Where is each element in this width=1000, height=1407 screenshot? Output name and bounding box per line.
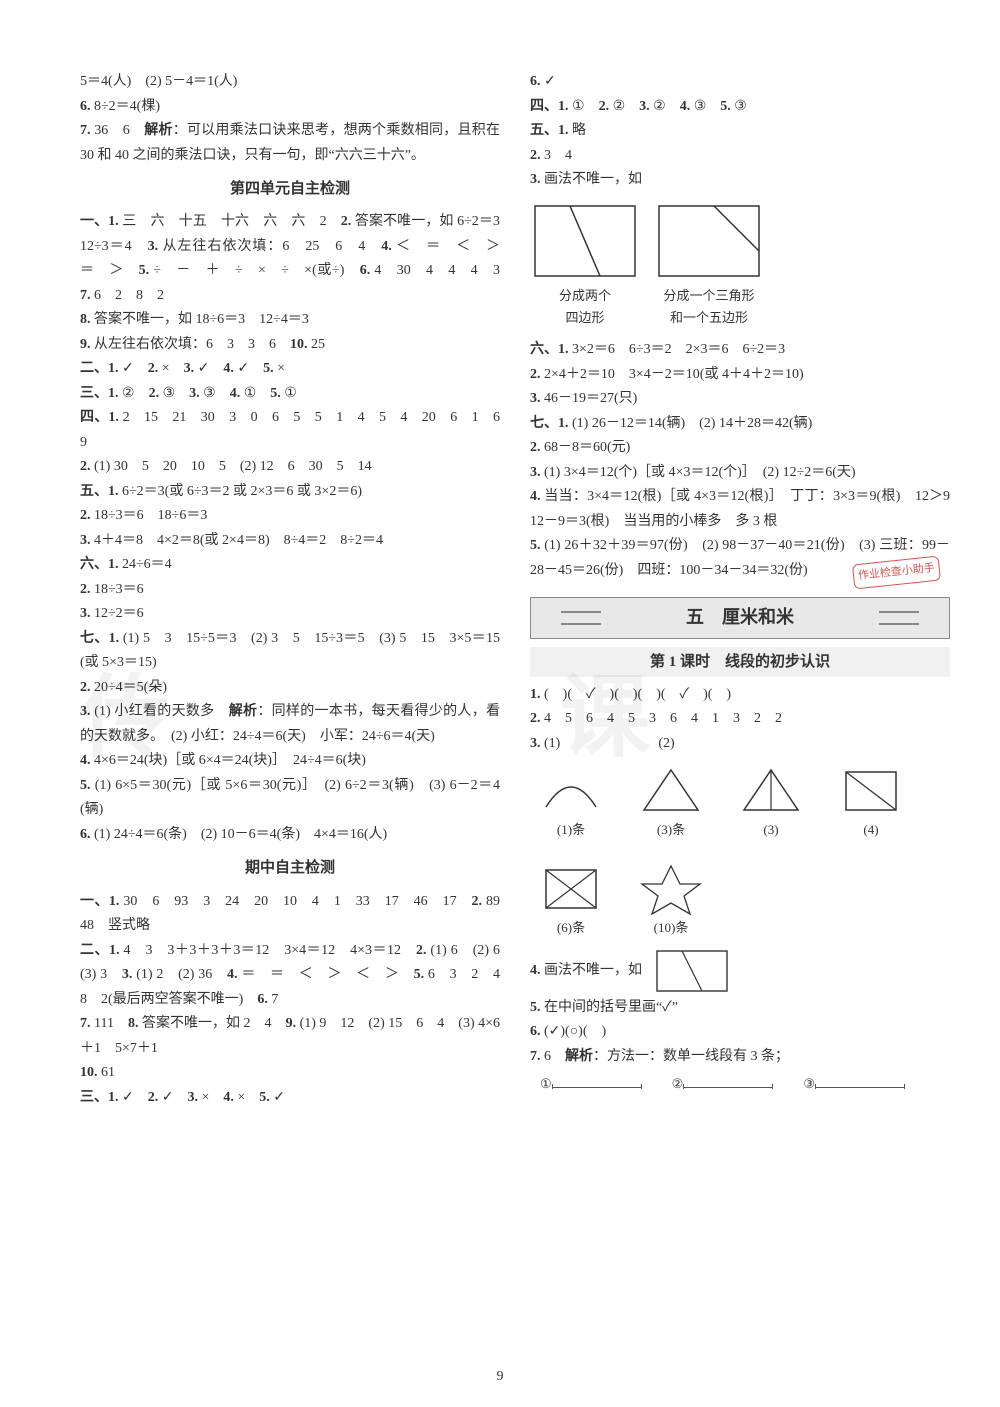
lesson1-lines: 1. ( )( ✓ )( )( )( ✓ )( )2. 4 5 6 4 5 3 … (530, 683, 950, 757)
heading-midterm: 期中自主检测 (80, 855, 500, 881)
left-column: 5＝4(人) (2) 5－4＝1(人)6. 8÷2＝4(棵)7. 36 6 解析… (80, 70, 500, 1350)
text-line: 9. 从左往右依次填：6 3 3 6 10. 25 (80, 333, 500, 358)
shape-star: (10)条 (636, 860, 706, 940)
text-line: 2. 20÷4＝5(朵) (80, 676, 500, 701)
seg-2: ② (672, 1073, 774, 1096)
text-line: 6. (1) 24÷4＝6(条) (2) 10－6＝4(条) 4×4＝16(人) (80, 823, 500, 848)
left-unit4: 一、1. 三 六 十五 十六 六 六 2 2. 答案不唯一，如 6÷2＝3 12… (80, 210, 500, 847)
shape-4: (4) (836, 762, 906, 842)
text-line: 6. ✓ (530, 70, 950, 95)
text-line: 10. 61 (80, 1061, 500, 1086)
text-line: 3. 46－19＝27(只) (530, 387, 950, 412)
text-line: 七、1. (1) 26－12＝14(辆) (2) 14＋28＝42(辆) (530, 412, 950, 437)
fig-two-quads: 分成两个 四边形 (530, 201, 640, 331)
text-line: 2. 3 4 (530, 144, 950, 169)
text-line: 1. ( )( ✓ )( )( )( ✓ )( ) (530, 683, 950, 708)
text-line: 5＝4(人) (2) 5－4＝1(人) (80, 70, 500, 95)
text-line: 4. 当当：3×4＝12(根)［或 4×3＝12(根)］ 丁丁：3×3＝9(根)… (530, 485, 950, 534)
text-line: 一、1. 30 6 93 3 24 20 10 4 1 33 17 46 17 … (80, 890, 500, 939)
text-line: 3. 画法不唯一，如 (530, 168, 950, 193)
text-line: 2. 2×4＋2＝10 3×4－2＝10(或 4＋4＋2＝10) (530, 363, 950, 388)
text-line: 2. 18÷3＝6 (80, 578, 500, 603)
shape-label-4: (6)条 (536, 917, 606, 940)
heading-unit4: 第四单元自主检测 (80, 176, 500, 202)
text-line: 三、1. ② 2. ③ 3. ③ 4. ① 5. ① (80, 382, 500, 407)
left-pre: 5＝4(人) (2) 5－4＝1(人)6. 8÷2＝4(棵)7. 36 6 解析… (80, 70, 500, 168)
text-line: 7. 36 6 解析：可以用乘法口诀来思考，想两个乘数相同，且积在 30 和 4… (80, 119, 500, 168)
text-line: 七、1. (1) 5 3 15÷5＝3 (2) 3 5 15÷3＝5 (3) 5… (80, 627, 500, 676)
text-line: 2. (1) 30 5 20 10 5 (2) 12 6 30 5 14 (80, 455, 500, 480)
text-line: 六、1. 3×2＝6 6÷3＝2 2×3＝6 6÷2＝3 (530, 338, 950, 363)
shape-label-3: (4) (836, 819, 906, 842)
text-line: 8. 答案不唯一，如 18÷6＝3 12÷4＝3 (80, 308, 500, 333)
page-columns: 5＝4(人) (2) 5－4＝1(人)6. 8÷2＝4(棵)7. 36 6 解析… (80, 70, 950, 1350)
right-after-shapes: 4. 画法不唯一，如 5. 在中间的括号里画“✓” 6. (✓)(○)( ) 7… (530, 946, 950, 1070)
fig-b-label: 分成一个三角形 和一个五边形 (654, 285, 764, 331)
text-line: 三、1. ✓ 2. ✓ 3. × 4. × 5. ✓ (80, 1086, 500, 1111)
text-line: 3. 12÷2＝6 (80, 602, 500, 627)
shape-6: (6)条 (536, 860, 606, 940)
page-number: 9 (497, 1365, 504, 1390)
shape-3: (3) (736, 762, 806, 842)
heading-lesson1: 第 1 课时 线段的初步认识 (530, 647, 950, 677)
text-line: 二、1. ✓ 2. × 3. ✓ 4. ✓ 5. × (80, 357, 500, 382)
text-line: 5. (1) 6×5＝30(元)［或 5×6＝30(元)］ (2) 6÷2＝3(… (80, 774, 500, 823)
text-line: 7. 111 8. 答案不唯一，如 2 4 9. (1) 9 12 (2) 15… (80, 1012, 500, 1061)
fig-a-label: 分成两个 四边形 (530, 285, 640, 331)
shape-label-5: (10)条 (636, 917, 706, 940)
shapes-row: (1)条 (3)条 (3) (4) (6)条 (10)条 (536, 762, 950, 940)
fig-tri-pentagon: 分成一个三角形 和一个五边形 (654, 201, 764, 331)
shape-arc: (1)条 (536, 762, 606, 842)
text-line: 2. 68－8＝60(元) (530, 436, 950, 461)
seg-3: ③ (803, 1073, 905, 1096)
text-line: 五、1. 6÷2＝3(或 6÷3＝2 或 2×3＝6 或 3×2＝6) (80, 480, 500, 505)
text-line: 3. (1) (2) (530, 732, 950, 757)
shape-triangle: (3)条 (636, 762, 706, 842)
text-line: 6. 8÷2＝4(棵) (80, 95, 500, 120)
q7: 7. 6 解析：方法一：数单一线段有 3 条； (530, 1045, 950, 1070)
text-line: 二、1. 4 3 3＋3＋3＋3＝12 3×4＝12 4×3＝12 2. (1)… (80, 939, 500, 1013)
split-figures: 分成两个 四边形 分成一个三角形 和一个五边形 (530, 201, 950, 331)
right-column: 6. ✓四、1. ① 2. ② 3. ② 4. ③ 5. ③五、1. 略2. 3… (530, 70, 950, 1350)
right-top: 6. ✓四、1. ① 2. ② 3. ② 4. ③ 5. ③五、1. 略2. 3… (530, 70, 950, 193)
right-after-fig: 六、1. 3×2＝6 6÷3＝2 2×3＝6 6÷2＝32. 2×4＋2＝10 … (530, 338, 950, 583)
text-line: 2. 18÷3＝6 18÷6＝3 (80, 504, 500, 529)
shape-label-2: (3) (736, 819, 806, 842)
text-line: 四、1. ① 2. ② 3. ② 4. ③ 5. ③ (530, 95, 950, 120)
text-line: 3. 4＋4＝8 4×2＝8(或 2×4＝8) 8÷4＝2 8÷2＝4 (80, 529, 500, 554)
q4-line: 4. 画法不唯一，如 (530, 946, 950, 996)
q5: 5. 在中间的括号里画“✓” (530, 996, 950, 1021)
text-line: 3. (1) 小红看的天数多 解析：同样的一本书，每天看得少的人，看的天数就多。… (80, 700, 500, 749)
shape-label-0: (1)条 (536, 819, 606, 842)
text-line: 五、1. 略 (530, 119, 950, 144)
left-mid: 一、1. 30 6 93 3 24 20 10 4 1 33 17 46 17 … (80, 890, 500, 1111)
text-line: 六、1. 24÷6＝4 (80, 553, 500, 578)
shape-label-1: (3)条 (636, 819, 706, 842)
text-line: 2. 4 5 6 4 5 3 6 4 1 3 2 2 (530, 707, 950, 732)
q6: 6. (✓)(○)( ) (530, 1020, 950, 1045)
seg-1: ① (540, 1073, 642, 1096)
text-line: 3. (1) 3×4＝12(个)［或 4×3＝12(个)］ (2) 12÷2＝6… (530, 461, 950, 486)
text-line: 一、1. 三 六 十五 十六 六 六 2 2. 答案不唯一，如 6÷2＝3 12… (80, 210, 500, 308)
heading-unit5: 五 厘米和米 (530, 597, 950, 639)
segment-diagram: ① ② ③ (540, 1073, 950, 1096)
text-line: 4. 4×6＝24(块)［或 6×4＝24(块)］ 24÷4＝6(块) (80, 749, 500, 774)
text-line: 四、1. 2 15 21 30 3 0 6 5 5 1 4 5 4 20 6 1… (80, 406, 500, 455)
